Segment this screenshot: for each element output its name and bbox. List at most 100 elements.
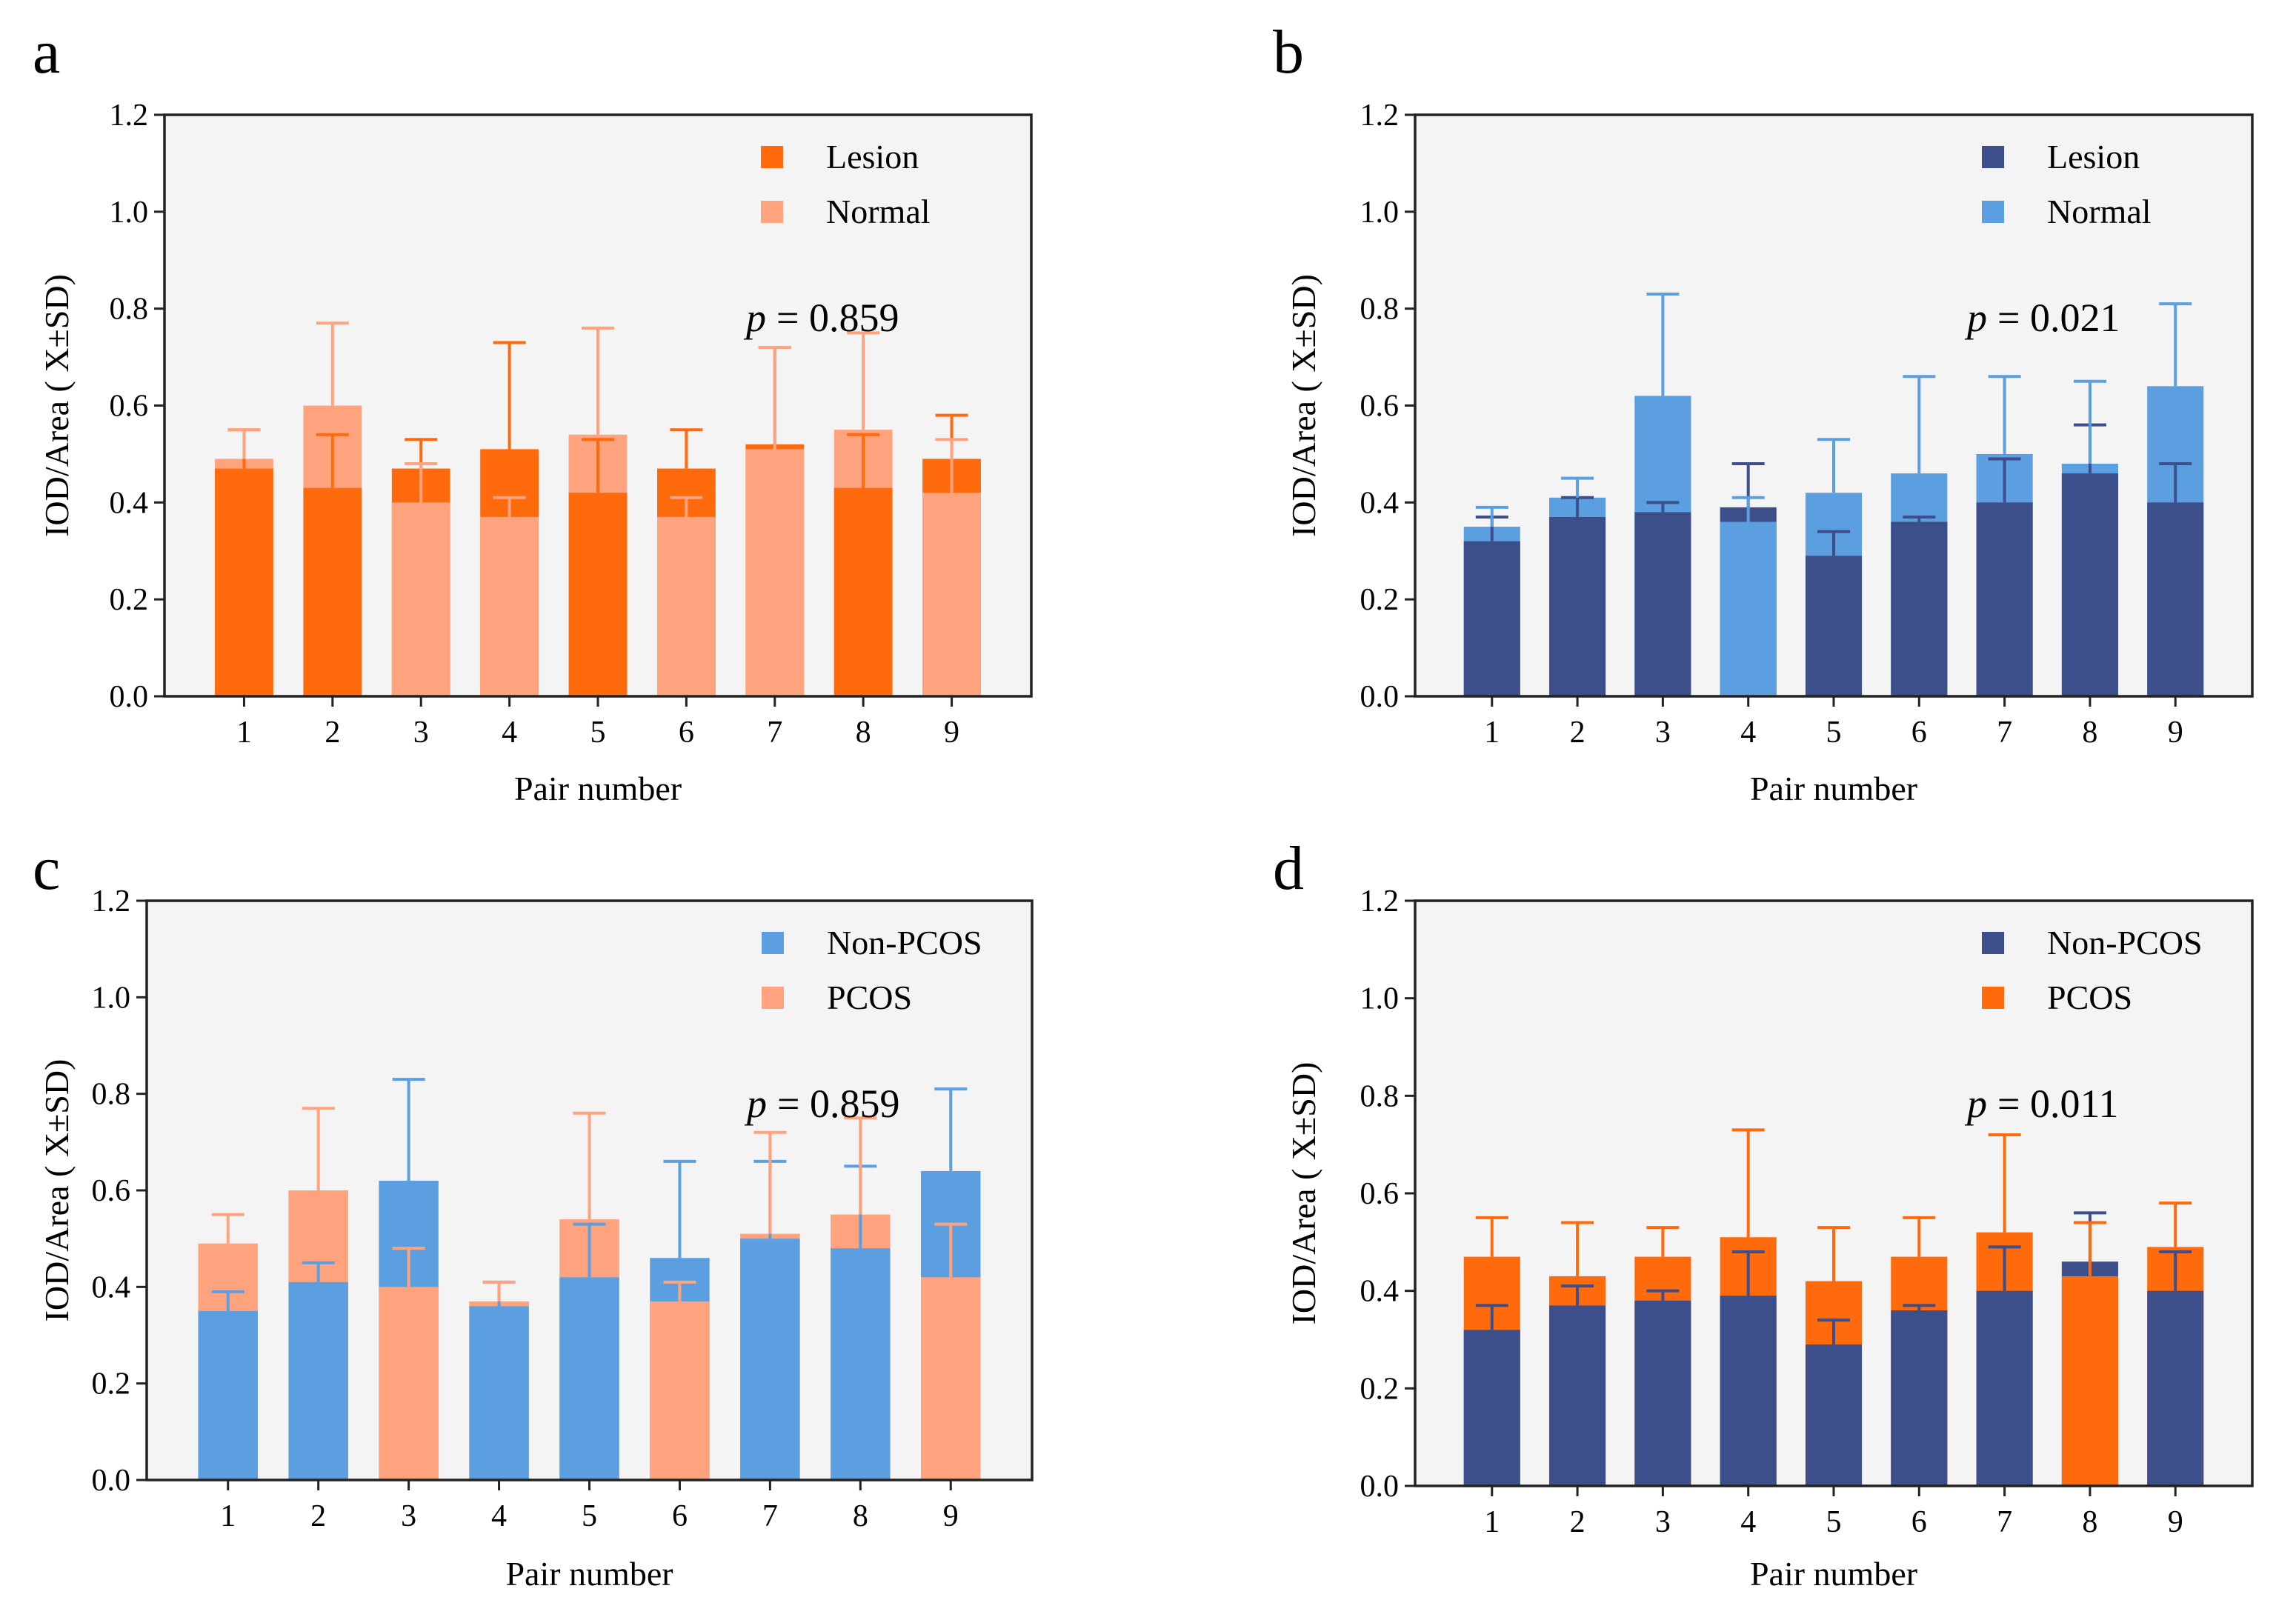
y-tick-label: 0.0 xyxy=(110,680,149,714)
x-tick-label: 7 xyxy=(1997,716,2012,750)
x-tick-label: 3 xyxy=(1655,716,1671,750)
x-tick-label: 8 xyxy=(2082,716,2097,750)
y-axis-title: IOD/Area ( X±SD) xyxy=(38,1059,76,1322)
bar-non-pcos-7 xyxy=(740,1239,800,1480)
y-tick-label: 0.6 xyxy=(1360,390,1400,424)
x-tick-label: 1 xyxy=(1484,1505,1500,1539)
y-tick-label: 1.2 xyxy=(110,99,149,133)
x-tick-label: 6 xyxy=(1911,716,1927,750)
legend-swatch-pcos xyxy=(1982,987,2004,1009)
y-tick-label: 0.6 xyxy=(110,390,149,424)
p-value: p = 0.859 xyxy=(743,296,899,340)
bar-normal-7 xyxy=(745,449,805,696)
p-value-number: = 0.021 xyxy=(1997,296,2120,340)
legend-swatch-lesion xyxy=(1982,146,2004,168)
bar-non-pcos-3 xyxy=(1634,1300,1691,1486)
bar-lesion-8 xyxy=(2061,473,2118,696)
x-tick-label: 9 xyxy=(943,1499,959,1533)
x-tick-label: 2 xyxy=(1570,716,1585,750)
x-tick-label: 5 xyxy=(590,716,606,750)
y-tick-label: 0.2 xyxy=(1360,583,1400,617)
x-tick-label: 7 xyxy=(1997,1505,2012,1539)
x-tick-label: 4 xyxy=(491,1499,507,1533)
y-tick-label: 0.4 xyxy=(92,1270,131,1304)
y-axis-title: IOD/Area ( X±SD) xyxy=(38,274,76,537)
bar-pcos-6 xyxy=(650,1301,710,1480)
legend-label-non-pcos: Non-PCOS xyxy=(2047,924,2203,961)
bar-non-pcos-8 xyxy=(831,1248,891,1480)
p-value-symbol: p xyxy=(1964,1081,1987,1126)
p-value-symbol: p xyxy=(1964,296,1987,340)
bar-non-pcos-1 xyxy=(1463,1330,1520,1486)
x-tick-label: 5 xyxy=(582,1499,597,1533)
bar-lesion-7 xyxy=(1976,502,2033,696)
x-tick-label: 2 xyxy=(310,1499,326,1533)
x-tick-label: 6 xyxy=(1911,1505,1927,1539)
p-value-number: = 0.859 xyxy=(776,296,899,340)
x-tick-label: 4 xyxy=(502,716,517,750)
legend-label-lesion: Lesion xyxy=(2047,138,2140,176)
x-tick-label: 4 xyxy=(1740,1505,1756,1539)
p-value-number: = 0.011 xyxy=(1997,1081,2118,1126)
y-tick-label: 0.8 xyxy=(110,293,149,327)
y-tick-label: 1.0 xyxy=(110,196,149,230)
y-tick-label: 0.0 xyxy=(1360,1470,1400,1504)
bar-non-pcos-2 xyxy=(1549,1305,1606,1486)
x-tick-label: 6 xyxy=(679,716,694,750)
bar-non-pcos-7 xyxy=(1976,1290,2033,1486)
y-tick-label: 0.0 xyxy=(92,1464,131,1498)
bar-non-pcos-4 xyxy=(469,1306,529,1480)
bar-lesion-2 xyxy=(1549,516,1606,696)
panel-letter: b xyxy=(1273,18,1304,87)
bar-pcos-8 xyxy=(2061,1276,2118,1486)
bar-lesion-1 xyxy=(215,468,273,696)
chart-panel-d: d 0.0 0.2 0.4 0.6 0.8 1.0 1.2 1 2 3 4 5 6 7 8 9 Pair numb… xyxy=(1273,834,2254,1593)
bar-normal-6 xyxy=(656,516,716,696)
bar-lesion-6 xyxy=(1891,521,1948,696)
bar-non-pcos-6 xyxy=(1891,1310,1948,1486)
y-tick-label: 0.4 xyxy=(1360,1275,1400,1309)
legend-label-pcos: PCOS xyxy=(2047,979,2132,1016)
y-tick-label: 1.0 xyxy=(92,981,131,1015)
x-axis-title: Pair number xyxy=(1750,1555,1917,1593)
y-axis-title: IOD/Area ( X±SD) xyxy=(1285,1062,1322,1325)
x-axis-title: Pair number xyxy=(1750,770,1917,807)
y-axis-title: IOD/Area ( X±SD) xyxy=(1285,274,1322,537)
p-value: p = 0.021 xyxy=(1964,296,2120,340)
y-tick-label: 0.8 xyxy=(1360,293,1400,327)
x-tick-label: 9 xyxy=(944,716,959,750)
legend-swatch-non-pcos xyxy=(762,932,784,954)
p-value: p = 0.859 xyxy=(744,1081,899,1126)
y-tick-label: 0.6 xyxy=(92,1174,131,1208)
bar-pcos-9 xyxy=(921,1277,981,1480)
x-tick-label: 9 xyxy=(2168,716,2183,750)
bar-non-pcos-4 xyxy=(1720,1296,1777,1486)
x-tick-label: 7 xyxy=(762,1499,778,1533)
bar-lesion-9 xyxy=(2147,502,2204,696)
legend-swatch-normal xyxy=(761,201,783,223)
y-tick-label: 0.4 xyxy=(1360,486,1400,520)
bar-lesion-2 xyxy=(303,487,362,696)
panel-letter: d xyxy=(1273,834,1304,903)
x-tick-label: 5 xyxy=(1826,1505,1842,1539)
x-axis-title: Pair number xyxy=(505,1555,673,1593)
chart-panel-b: b 0.0 0.2 0.4 0.6 0.8 1.0 1.2 1 2 3 4 5 6 7 8 9 Pair numb… xyxy=(1273,18,2254,807)
x-axis-title: Pair number xyxy=(514,770,682,807)
bar-lesion-1 xyxy=(1463,541,1520,696)
y-tick-label: 0.8 xyxy=(1360,1079,1400,1113)
x-tick-label: 6 xyxy=(672,1499,688,1533)
legend-label-lesion: Lesion xyxy=(826,138,919,176)
y-tick-label: 0.2 xyxy=(110,583,149,617)
x-tick-label: 1 xyxy=(220,1499,236,1533)
legend-swatch-normal xyxy=(1982,201,2004,223)
y-tick-label: 1.2 xyxy=(1360,99,1400,133)
bar-non-pcos-5 xyxy=(559,1277,619,1480)
x-tick-label: 1 xyxy=(1484,716,1500,750)
y-tick-label: 1.2 xyxy=(92,884,131,919)
legend-swatch-non-pcos xyxy=(1982,932,2004,954)
x-tick-label: 4 xyxy=(1740,716,1756,750)
x-tick-label: 2 xyxy=(325,716,340,750)
p-value-symbol: p xyxy=(744,1081,767,1126)
x-tick-label: 3 xyxy=(401,1499,416,1533)
